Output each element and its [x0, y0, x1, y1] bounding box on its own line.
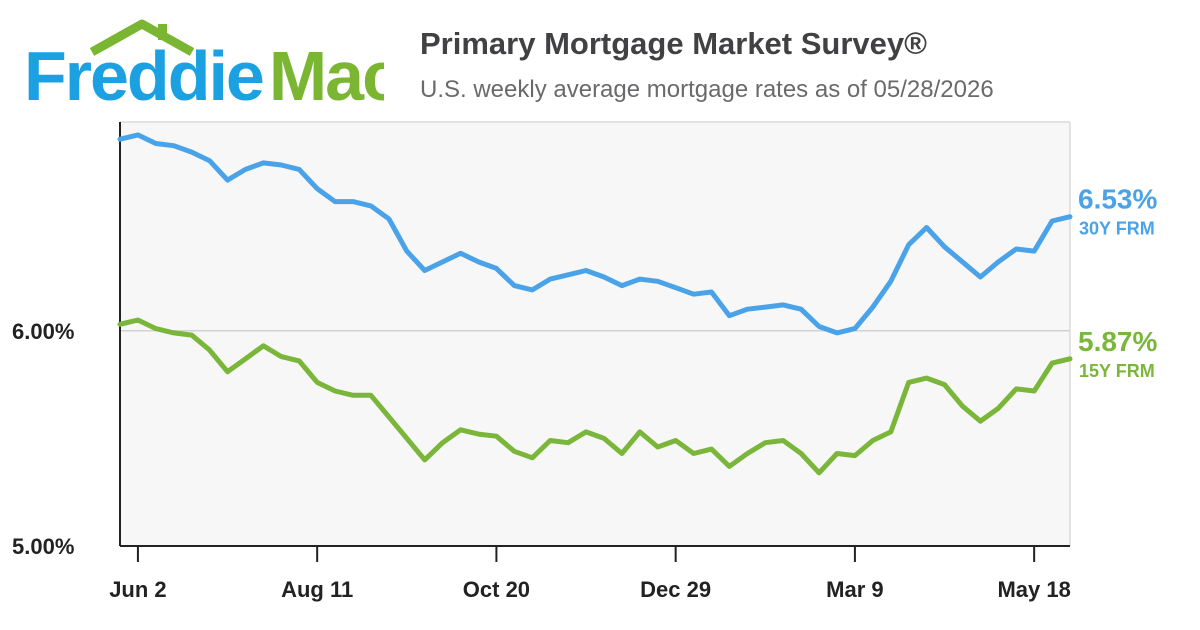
x-tick-label: Aug 11 [281, 577, 353, 602]
series-name-label-0: 30Y FRM [1079, 219, 1155, 239]
house-roof-icon [89, 19, 195, 56]
x-tick-label: Dec 29 [640, 577, 711, 602]
y-tick-label: 5.00% [12, 534, 74, 559]
series-end-value-0: 6.53% [1078, 184, 1157, 215]
svg-text:FreddieMac: FreddieMac [24, 37, 384, 108]
x-tick-label: Mar 9 [826, 577, 883, 602]
plot-area [120, 122, 1070, 546]
x-tick-label: May 18 [997, 577, 1070, 602]
series-name-label-1: 15Y FRM [1079, 361, 1155, 381]
x-tick-label: Jun 2 [109, 577, 166, 602]
logo-word-mac: Mac [269, 37, 384, 108]
freddie-mac-logo: FreddieMac [24, 19, 384, 108]
series-line-0 [117, 132, 1073, 336]
logo-word-freddie: Freddie [24, 37, 263, 108]
house-chimney-icon [158, 24, 167, 40]
chart-subtitle: U.S. weekly average mortgage rates as of… [420, 76, 994, 103]
x-tick-label: Oct 20 [463, 577, 530, 602]
series-line-1 [117, 317, 1073, 476]
chart-title: Primary Mortgage Market Survey® [420, 26, 927, 61]
series-end-value-1: 5.87% [1078, 326, 1157, 357]
y-tick-label: 6.00% [12, 319, 74, 344]
